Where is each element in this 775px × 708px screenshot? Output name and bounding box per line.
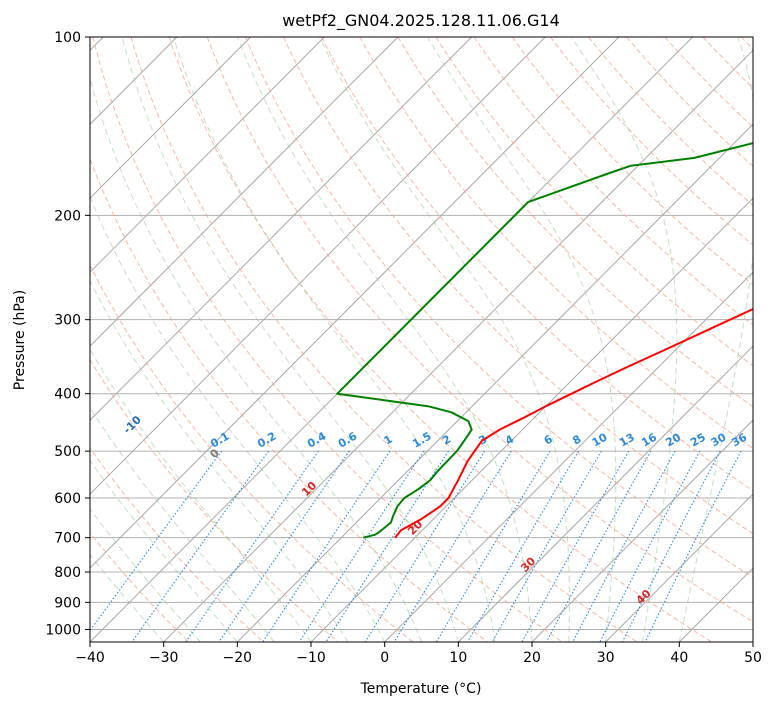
- mixing-ratio-line: [364, 450, 486, 642]
- dry-adiabat-line: [321, 37, 753, 492]
- moist-adiabat-line: [90, 407, 275, 642]
- dry-adiabat-line: [90, 157, 488, 642]
- moist-adiabat-line: [90, 195, 386, 642]
- dry-adiabat-line: [283, 37, 753, 535]
- isotherm-line: [90, 37, 546, 495]
- x-tick-label: −10: [296, 650, 326, 666]
- isotherm-line: [236, 123, 753, 642]
- y-tick-label: 200: [54, 208, 81, 224]
- y-tick-label: 300: [54, 313, 81, 329]
- moist-adiabat-line: [678, 37, 753, 642]
- mixing-ratio-line: [393, 450, 512, 642]
- isotherm-line: [90, 37, 251, 199]
- dry-adiabat-line: [397, 37, 753, 408]
- y-tick-label: 500: [54, 444, 81, 460]
- y-tick-label: 900: [54, 595, 81, 611]
- moist-adiabat-line: [237, 37, 533, 642]
- isotherm-line: [90, 37, 472, 421]
- dry-adiabat-line: [90, 447, 264, 642]
- mixing-ratio-line: [185, 450, 319, 642]
- dry-adiabat-line: [206, 37, 753, 623]
- isotherm-line: [163, 49, 753, 642]
- mixing-ratio-line: [545, 450, 652, 642]
- mixing-ratio-line: [621, 450, 721, 642]
- dry-adiabat-line: [168, 37, 712, 642]
- isotherm-line: [531, 419, 753, 642]
- x-tick-label: −20: [223, 650, 253, 666]
- isotherm-line: [605, 493, 753, 642]
- isotherm-line: [457, 345, 753, 642]
- moist-adiabat-line: [570, 37, 678, 642]
- plot-frame: [89, 36, 754, 643]
- mixing-ratio-line: [298, 450, 425, 642]
- mixing-ratio-line: [572, 450, 676, 642]
- x-tick-label: 40: [670, 650, 688, 666]
- y-axis-label: Pressure (hPa): [12, 290, 28, 390]
- moist-adiabat-line: [90, 348, 312, 642]
- mixing-ratio-line: [521, 450, 630, 642]
- y-tick-label: 100: [54, 30, 81, 46]
- mixing-ratio-line: [644, 450, 742, 642]
- profile-lines: [336, 142, 753, 539]
- dry-adiabat-line: [511, 37, 753, 286]
- dry-adiabat-line: [359, 37, 753, 450]
- dry-adiabat-line: [90, 263, 414, 642]
- dry-adiabat-line: [92, 37, 563, 642]
- moist-adiabat-line: [319, 37, 570, 642]
- mixing-ratio-line: [90, 450, 223, 632]
- isotherm-line: [752, 641, 753, 642]
- temperature-profile-line: [394, 307, 753, 539]
- y-tick-label: 1000: [45, 622, 81, 638]
- isotherm-line: [90, 37, 399, 347]
- x-tick-label: 10: [449, 650, 467, 666]
- isotherm-line: [90, 37, 325, 273]
- dry-adiabat-line: [550, 37, 753, 246]
- moist-adiabat-line: [172, 37, 496, 642]
- x-tick-label: −40: [75, 650, 105, 666]
- mixing-ratio-line: [491, 450, 602, 642]
- axes: −40 −30 −20 −10 0 10 20 30 40 50 1000 900 800 700 600 5…: [45, 30, 762, 666]
- mixing-ratio-line: [599, 450, 701, 642]
- dry-adiabat-line: [626, 37, 753, 167]
- moist-adiabat-line: [90, 508, 201, 642]
- plot-area: [90, 37, 753, 642]
- x-tick-label: 20: [523, 650, 541, 666]
- y-tick-label: 700: [54, 531, 81, 547]
- y-tick-label: 600: [54, 491, 81, 507]
- mixing-ratio-line: [218, 450, 350, 642]
- mixing-ratio-line: [131, 450, 269, 642]
- moist-adiabat-line: [90, 554, 165, 642]
- moist-adiabat-line: [90, 76, 422, 642]
- chart-title: wetPf2_GN04.2025.128.11.06.G14: [282, 11, 560, 31]
- moist-adiabat-line: [90, 459, 238, 642]
- x-tick-label: 30: [597, 650, 615, 666]
- dry-adiabat-line: [130, 37, 638, 642]
- x-tick-label: 0: [380, 650, 389, 666]
- x-tick-label: −30: [149, 650, 179, 666]
- background-lines: [90, 37, 753, 642]
- y-tick-label: 400: [54, 387, 81, 403]
- dry-adiabat-line: [244, 37, 753, 578]
- isotherm-line: [90, 37, 620, 569]
- moist-adiabat-line: [427, 37, 617, 642]
- mixing-ratio-line: [325, 450, 449, 642]
- x-axis-label: Temperature (°C): [360, 681, 482, 697]
- dry-adiabat-line: [435, 37, 753, 367]
- y-tick-label: 800: [54, 565, 81, 581]
- moist-adiabat-line: [121, 37, 459, 642]
- x-tick-label: 50: [744, 650, 762, 666]
- dewpoint-profile-line: [336, 142, 753, 539]
